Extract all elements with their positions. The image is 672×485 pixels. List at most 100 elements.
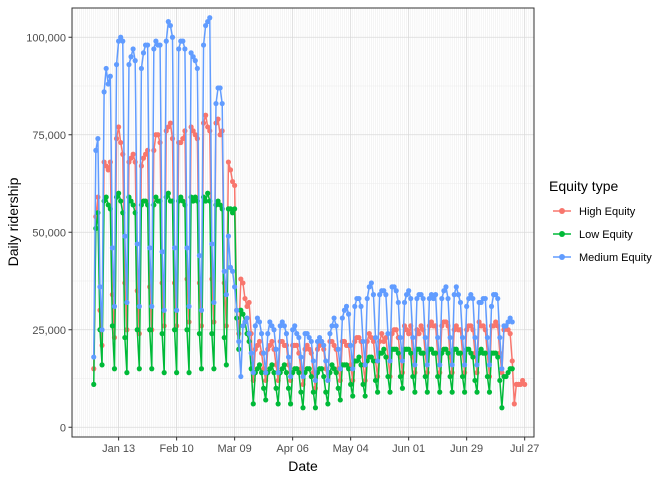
legend-label: Low Equity bbox=[579, 229, 633, 241]
low-equity-point bbox=[294, 366, 300, 372]
high-equity-point bbox=[443, 319, 449, 325]
medium-equity-point bbox=[383, 292, 389, 298]
medium-equity-point bbox=[441, 288, 447, 294]
medium-equity-point bbox=[246, 331, 252, 337]
low-equity-point bbox=[171, 327, 178, 333]
high-equity-point bbox=[491, 323, 497, 329]
low-equity-point bbox=[385, 373, 391, 380]
low-equity-point bbox=[422, 373, 428, 380]
medium-equity-point bbox=[395, 299, 401, 306]
medium-equity-point bbox=[209, 241, 215, 247]
low-equity-point bbox=[345, 366, 352, 372]
low-equity-point bbox=[223, 362, 229, 368]
low-equity-point bbox=[372, 377, 379, 384]
medium-equity-point bbox=[269, 323, 275, 329]
high-equity-point bbox=[428, 319, 435, 325]
medium-equity-point bbox=[482, 295, 488, 302]
medium-equity-point bbox=[252, 323, 258, 329]
high-equity-point bbox=[306, 346, 312, 352]
low-equity-point bbox=[337, 397, 343, 403]
medium-equity-point bbox=[132, 58, 138, 64]
high-equity-point bbox=[316, 342, 323, 348]
medium-equity-point bbox=[385, 331, 391, 337]
low-equity-point bbox=[263, 397, 269, 403]
medium-equity-point bbox=[151, 46, 157, 52]
medium-equity-point bbox=[227, 264, 234, 270]
high-equity-point bbox=[304, 342, 310, 348]
medium-equity-point bbox=[319, 338, 325, 345]
medium-equity-point bbox=[161, 307, 167, 313]
low-equity-point bbox=[254, 366, 261, 372]
high-equity-point bbox=[203, 112, 209, 118]
medium-equity-point bbox=[232, 284, 238, 290]
medium-equity-point bbox=[370, 292, 377, 298]
medium-equity-point bbox=[329, 323, 335, 329]
medium-equity-point bbox=[418, 292, 424, 298]
medium-equity-point bbox=[331, 315, 337, 321]
high-equity-point bbox=[178, 139, 184, 146]
medium-equity-point bbox=[99, 327, 105, 333]
low-equity-point bbox=[159, 331, 165, 337]
legend-item-low-equity: Low Equity bbox=[553, 229, 633, 241]
x-axis: Jan 13 Feb 10 Mar 09 Apr 06 May 04 Jun 01 Jun … bbox=[102, 437, 539, 455]
low-equity-point bbox=[161, 370, 167, 376]
high-equity-point bbox=[254, 342, 261, 348]
medium-equity-point bbox=[403, 292, 410, 298]
medium-equity-point bbox=[420, 295, 426, 302]
low-equity-point bbox=[424, 389, 430, 395]
low-equity-point bbox=[186, 370, 192, 376]
low-equity-point bbox=[196, 331, 203, 337]
medium-equity-point bbox=[277, 323, 283, 329]
medium-equity-point bbox=[374, 358, 381, 364]
high-equity-point bbox=[393, 327, 399, 333]
medium-equity-point bbox=[321, 342, 327, 348]
high-equity-point bbox=[499, 370, 505, 376]
low-equity-point bbox=[296, 370, 302, 376]
high-equity-point bbox=[192, 132, 198, 138]
low-equity-point bbox=[192, 194, 198, 200]
low-equity-point bbox=[493, 350, 499, 356]
low-equity-point bbox=[308, 373, 314, 380]
medium-equity-point bbox=[314, 338, 321, 345]
high-equity-point bbox=[341, 338, 348, 345]
medium-equity-point bbox=[466, 295, 472, 302]
medium-equity-point bbox=[437, 362, 443, 368]
low-equity-point bbox=[472, 377, 478, 384]
medium-equity-point bbox=[198, 307, 205, 313]
low-equity-point bbox=[497, 377, 503, 384]
low-equity-point bbox=[285, 385, 292, 391]
high-equity-point bbox=[229, 178, 236, 185]
low-equity-point bbox=[495, 354, 501, 360]
medium-equity-point bbox=[435, 334, 441, 341]
medium-equity-point bbox=[300, 373, 306, 380]
x-tick-label: Feb 10 bbox=[159, 443, 193, 455]
medium-equity-point bbox=[443, 284, 449, 290]
medium-equity-point bbox=[358, 303, 364, 309]
low-equity-point bbox=[350, 393, 356, 399]
medium-equity-point bbox=[356, 295, 362, 302]
medium-equity-point bbox=[136, 303, 142, 309]
medium-equity-point bbox=[478, 299, 484, 306]
high-equity-point bbox=[142, 151, 149, 157]
medium-equity-point bbox=[287, 373, 294, 380]
medium-equity-point bbox=[364, 295, 370, 302]
y-tick-label: 0 bbox=[60, 422, 66, 434]
y-tick-label: 100,000 bbox=[26, 32, 66, 44]
low-equity-point bbox=[306, 366, 312, 372]
low-equity-point bbox=[271, 370, 277, 376]
low-equity-point bbox=[449, 389, 455, 395]
legend-key-point bbox=[559, 208, 565, 214]
low-equity-point bbox=[99, 362, 105, 368]
low-equity-point bbox=[116, 190, 122, 196]
high-equity-point bbox=[151, 147, 157, 153]
medium-equity-point bbox=[163, 38, 169, 44]
medium-equity-point bbox=[486, 362, 493, 368]
low-equity-point bbox=[174, 370, 180, 376]
medium-equity-point bbox=[279, 319, 285, 325]
medium-equity-point bbox=[285, 354, 292, 360]
low-equity-point bbox=[453, 346, 459, 352]
high-equity-point bbox=[480, 323, 486, 329]
low-equity-point bbox=[379, 350, 385, 356]
high-equity-point bbox=[269, 338, 275, 345]
